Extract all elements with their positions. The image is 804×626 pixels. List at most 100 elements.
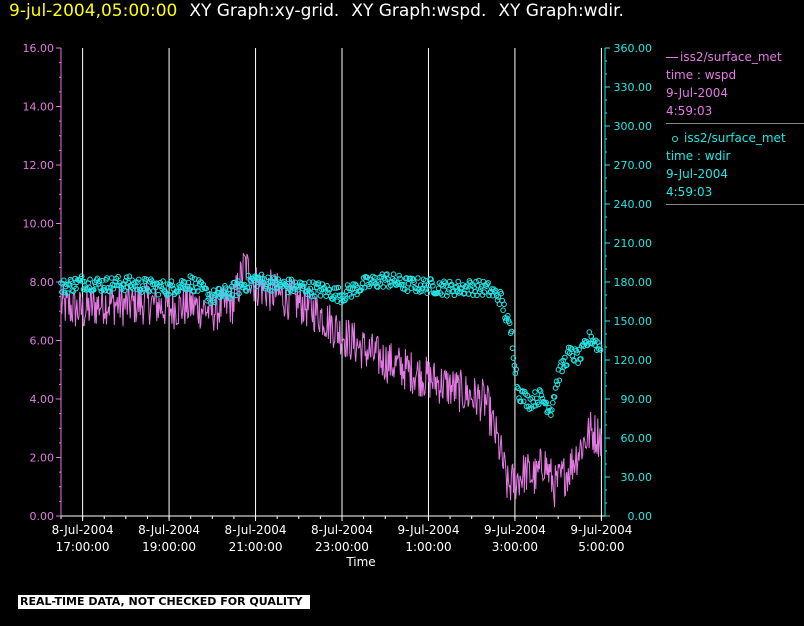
data-point-wdir (191, 288, 197, 295)
data-point-wdir (309, 293, 315, 300)
data-point-wdir (61, 277, 67, 284)
legend-entry-wspd[interactable]: iss2/surface_met time : wspd 9-Jul-2004 … (666, 48, 804, 124)
data-point-wdir (157, 279, 164, 286)
legend-date: 9-Jul-2004 (666, 86, 728, 100)
data-point-wdir (408, 285, 415, 292)
data-point-wdir (101, 284, 107, 291)
right-tick-label: 330.00 (614, 81, 653, 94)
data-point-wdir (288, 276, 295, 283)
data-point-wdir (551, 394, 558, 400)
data-point-wdir (442, 280, 448, 286)
data-point-wdir (270, 274, 277, 281)
data-point-wdir (498, 290, 505, 297)
x-tick-label-date: 9-Jul-2004 (570, 523, 632, 537)
legend: iss2/surface_met time : wspd 9-Jul-2004 … (666, 48, 804, 210)
right-tick-label: 90.00 (621, 393, 653, 406)
data-point-wdir (532, 389, 538, 395)
data-point-wdir (405, 280, 412, 287)
series-wdir (58, 271, 604, 419)
data-point-wdir (343, 296, 349, 302)
data-point-wdir (508, 328, 515, 335)
graph-title-bar: 9-jul-2004,05:00:00 XY Graph:xy-grid. XY G… (9, 1, 636, 21)
data-point-wdir (306, 279, 313, 286)
data-point-wdir (374, 284, 381, 290)
data-point-wdir (177, 283, 183, 290)
data-point-wdir (335, 284, 342, 291)
data-point-wdir (435, 285, 442, 292)
data-point-wdir (549, 407, 555, 413)
data-point-wdir (65, 281, 72, 287)
data-point-wdir (203, 285, 209, 292)
data-point-wdir (145, 287, 151, 294)
x-axis-label: Time (345, 555, 375, 569)
data-point-wdir (64, 290, 71, 296)
data-point-wdir (110, 285, 117, 292)
data-point-wdir (426, 287, 432, 293)
right-tick-label: 180.00 (614, 276, 653, 289)
data-point-wdir (271, 275, 278, 282)
data-point-wdir (285, 276, 292, 283)
data-point-wdir (315, 280, 322, 286)
x-tick-label-time: 5:00:00 (578, 540, 624, 554)
right-tick-label: 240.00 (614, 198, 653, 211)
data-point-wdir (359, 280, 366, 287)
data-point-wdir (571, 358, 578, 364)
data-point-wdir (275, 276, 282, 283)
data-point-wdir (390, 271, 397, 278)
data-point-wdir (252, 273, 258, 280)
data-point-wdir (317, 293, 324, 299)
data-point-wdir (578, 356, 584, 362)
data-point-wdir (311, 288, 317, 295)
data-point-wdir (78, 273, 85, 280)
data-point-wdir (229, 292, 236, 298)
x-tick-label-time: 17:00:00 (56, 540, 110, 554)
legend-entry-wdir[interactable]: iss2/surface_met time : wdir 9-Jul-2004 … (666, 129, 804, 205)
graph-title-xy-grid: XY Graph:xy-grid. (189, 1, 340, 21)
data-point-wdir (165, 291, 172, 298)
data-point-wdir (428, 276, 434, 283)
data-point-wdir (189, 274, 195, 281)
left-tick-label: 16.00 (23, 42, 55, 55)
x-tick-label-date: 8-Jul-2004 (311, 523, 373, 537)
legend-source: iss2/surface_met (684, 131, 786, 145)
data-point-wdir (308, 290, 314, 296)
data-point-wdir (345, 285, 352, 292)
data-point-wdir (550, 399, 556, 406)
data-point-wdir (59, 289, 65, 295)
legend-time: 4:59:03 (666, 185, 713, 199)
data-point-wdir (224, 294, 231, 300)
left-tick-label: 0.00 (30, 510, 55, 523)
data-point-wdir (506, 320, 513, 327)
data-point-wdir (559, 368, 565, 375)
data-point-wdir (509, 345, 516, 352)
data-point-wdir (395, 281, 402, 287)
x-tick-label-time: 3:00:00 (492, 540, 538, 554)
data-point-wdir (382, 277, 388, 283)
data-point-wdir (60, 281, 66, 287)
legend-line-symbol (666, 57, 678, 58)
data-point-wdir (348, 294, 355, 300)
data-point-wdir (169, 282, 176, 289)
data-point-wdir (181, 279, 188, 286)
data-point-wdir (515, 385, 521, 392)
data-point-wdir (160, 278, 166, 284)
data-point-wdir (538, 392, 545, 399)
data-point-wdir (236, 290, 242, 297)
left-tick-label: 6.00 (30, 335, 55, 348)
data-point-wdir (273, 285, 280, 292)
right-tick-label: 300.00 (614, 120, 653, 133)
data-point-wdir (396, 272, 402, 279)
data-point-wdir (265, 274, 271, 281)
data-point-wdir (79, 278, 86, 285)
data-point-wdir (418, 288, 425, 294)
data-point-wdir (387, 279, 393, 285)
data-point-wdir (123, 274, 130, 281)
x-tick-label-time: 23:00:00 (315, 540, 369, 554)
data-point-wdir (485, 280, 491, 286)
data-point-wdir (73, 285, 79, 292)
data-point-wdir (135, 279, 141, 286)
series-line-wspd (60, 252, 602, 508)
data-point-wdir (115, 273, 121, 280)
right-tick-label: 0.00 (628, 510, 653, 523)
x-tick-label-time: 21:00:00 (229, 540, 283, 554)
